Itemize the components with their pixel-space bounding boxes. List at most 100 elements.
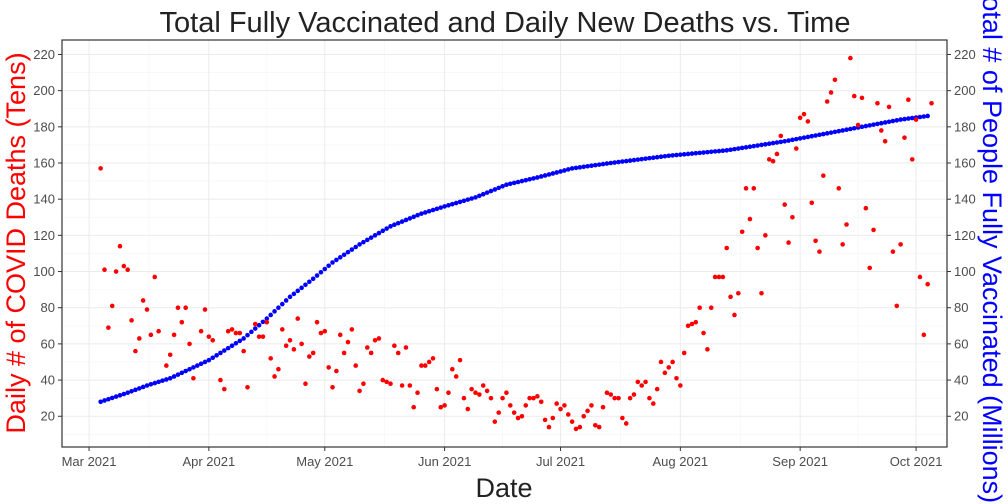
deaths-point [422,363,428,368]
deaths-point [790,214,795,220]
vaccinated-point [647,155,652,161]
vaccinated-point [650,155,656,160]
deaths-point [929,101,934,106]
vaccinated-point [299,285,304,291]
deaths-point [175,305,181,311]
vaccinated-point [527,176,532,182]
deaths-point [681,350,687,356]
deaths-point [167,352,173,358]
vaccinated-point [488,188,494,194]
deaths-point [434,386,440,392]
left-y-tick-label: 100 [33,264,55,279]
deaths-point [886,104,892,110]
deaths-point [361,381,366,386]
deaths-point [218,377,223,383]
vaccinated-point [136,386,142,391]
vaccinated-point [793,136,799,142]
vaccinated-point [766,141,772,147]
deaths-point [419,363,424,368]
vaccinated-point [480,191,486,197]
vaccinated-point [314,273,320,278]
deaths-point [384,379,389,385]
deaths-point [913,117,919,122]
vaccinated-point [214,353,219,358]
vaccinated-point [701,150,706,155]
deaths-point [824,99,830,104]
vaccinated-point [222,348,227,353]
vaccinated-point [894,118,900,123]
vaccinated-point [276,305,281,311]
deaths-point [778,133,784,139]
deaths-point [879,128,884,133]
deaths-point [511,410,517,415]
vaccinated-point [446,202,451,208]
left-y-tick-label: 200 [33,83,55,98]
vaccinated-point [902,116,907,122]
vaccinated-point [442,204,447,209]
deaths-point [612,395,617,401]
vaccinated-point [882,120,888,125]
vaccinated-point [287,294,293,300]
deaths-point [596,424,602,430]
deaths-point [620,415,625,421]
vaccinated-point [318,269,324,275]
vaccinated-point [809,133,815,139]
deaths-point [303,381,308,386]
deaths-point [921,332,927,338]
deaths-point [229,327,235,332]
deaths-point [256,334,262,339]
vaccinated-point [511,180,517,186]
deaths-point [310,350,316,356]
deaths-point [136,336,142,341]
deaths-point [403,345,409,350]
deaths-point [133,348,138,354]
vaccinated-point [681,152,687,157]
deaths-point [716,274,722,280]
x-axis-title: Date [475,473,532,503]
vaccinated-point [156,379,161,385]
vaccinated-point [457,199,463,205]
deaths-point [237,330,243,336]
deaths-point [701,330,706,336]
vaccinated-point [477,193,482,199]
vaccinated-point [600,161,606,167]
vaccinated-point [585,163,590,169]
vaccinated-point [879,120,884,126]
deaths-point [832,77,838,83]
x-tick-label: Aug 2021 [653,454,709,469]
vaccinated-point [395,220,401,226]
vaccinated-point [430,207,436,213]
deaths-point [264,319,270,325]
deaths-point [152,274,158,280]
deaths-point [763,233,768,238]
x-axis: Mar 2021 Apr 2021 May 2021 Jun 2021 Jul 2021… [62,447,942,469]
deaths-point [581,413,587,419]
deaths-point [531,395,536,401]
deaths-point [639,383,644,388]
left-y-tick-label: 180 [33,119,55,134]
vaccinated-point [604,161,610,166]
vaccinated-point [167,375,173,381]
deaths-point [593,422,598,428]
vaccinated-point [689,151,695,156]
vaccinated-point [844,127,849,133]
deaths-point [585,408,590,414]
deaths-point [279,327,285,332]
deaths-point [793,146,799,151]
deaths-point [821,173,826,178]
deaths-point [801,111,807,117]
deaths-point [507,403,513,408]
deaths-point [650,401,656,406]
deaths-point [337,332,343,338]
vaccinated-point [129,388,134,394]
deaths-point [515,415,521,421]
vaccinated-point [426,208,432,214]
vaccinated-point [307,279,312,285]
vaccinated-point [191,365,196,370]
deaths-point [477,392,482,397]
deaths-point [233,330,239,336]
deaths-point [469,386,474,392]
vaccinated-point [380,228,386,234]
deaths-point [882,138,888,144]
